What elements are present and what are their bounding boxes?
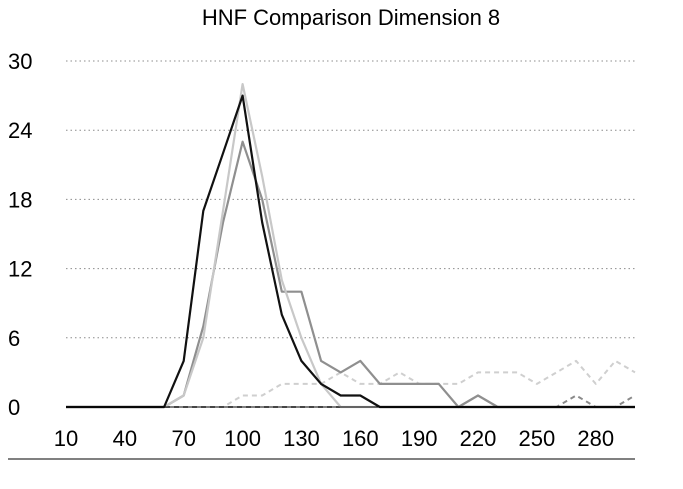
- y-tick-label: 6: [8, 326, 20, 351]
- gridlines: [66, 60, 635, 339]
- series-line-3: [66, 140, 635, 409]
- x-tick-label: 10: [54, 426, 78, 451]
- y-tick-label: 24: [8, 118, 32, 143]
- series-line-1: [66, 94, 635, 409]
- x-tick-label: 70: [171, 426, 195, 451]
- y-tick-label: 0: [8, 395, 20, 420]
- y-tick-label: 18: [8, 187, 32, 212]
- x-tick-label: 190: [401, 426, 438, 451]
- y-tick-label: 30: [8, 49, 32, 74]
- x-tick-label: 160: [342, 426, 379, 451]
- y-tick-label: 12: [8, 257, 32, 282]
- x-tick-label: 130: [283, 426, 320, 451]
- x-tick-label: 40: [113, 426, 137, 451]
- chart-title: HNF Comparison Dimension 8: [202, 5, 500, 30]
- x-tick-label: 100: [224, 426, 261, 451]
- series-line-5: [66, 394, 636, 408]
- x-tick-label: 220: [460, 426, 497, 451]
- series-group: [66, 82, 636, 409]
- series-line-2: [66, 82, 635, 409]
- x-tick-label: 280: [577, 426, 614, 451]
- y-axis-ticks: 0 6 12 18 24 30: [8, 49, 32, 420]
- x-tick-label: 250: [519, 426, 556, 451]
- x-axis-ticks: 10 40 70 100 130 160 190 220 250 280: [54, 426, 614, 451]
